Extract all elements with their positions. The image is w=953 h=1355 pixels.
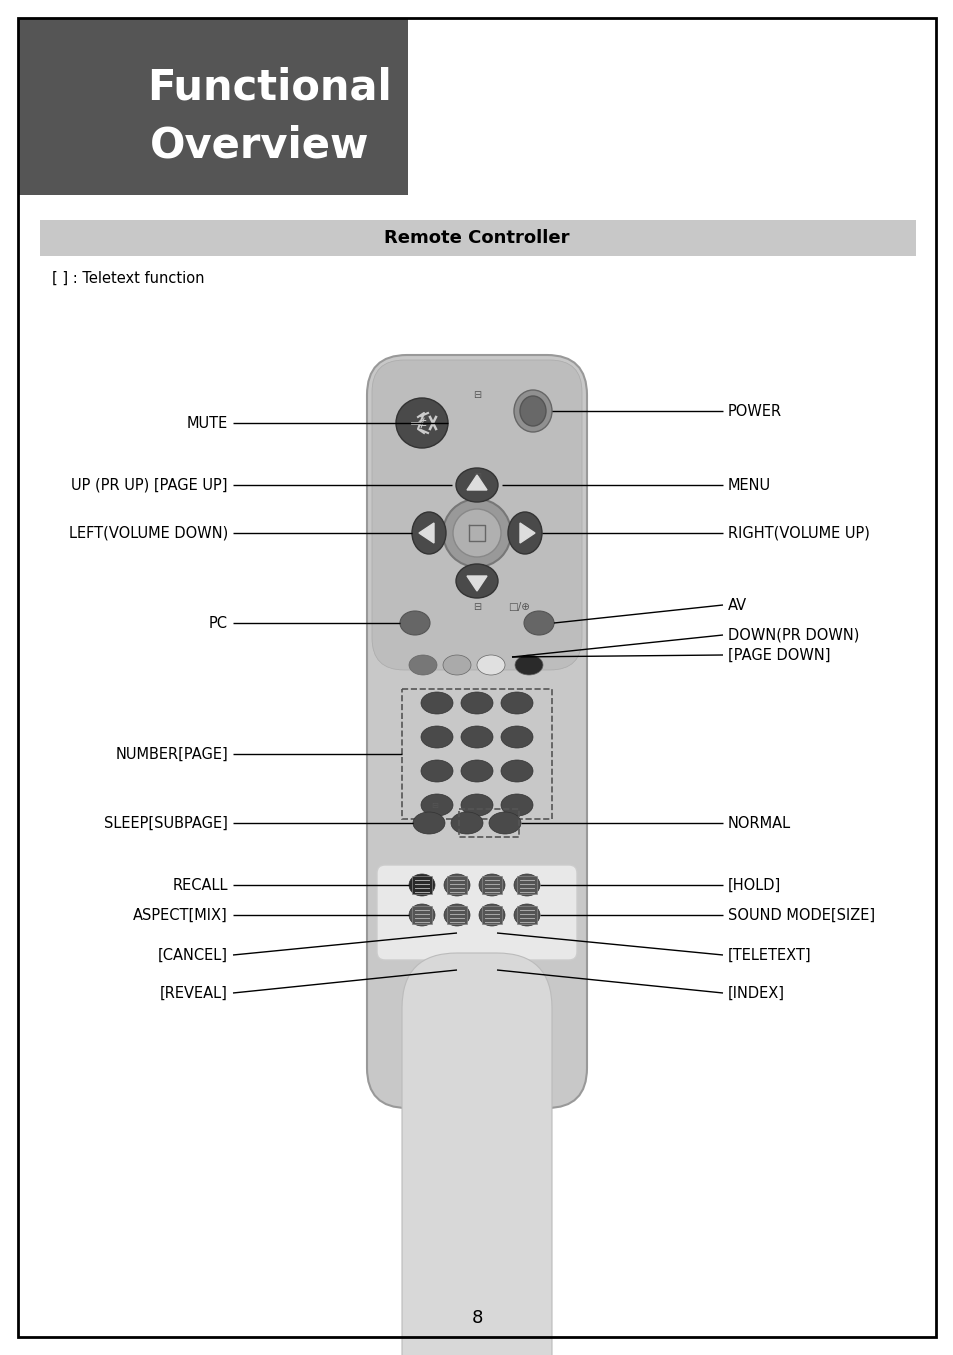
Text: ASPECT[MIX]: ASPECT[MIX]: [133, 908, 228, 923]
Text: [PAGE DOWN]: [PAGE DOWN]: [727, 648, 830, 663]
Ellipse shape: [460, 726, 493, 748]
FancyBboxPatch shape: [372, 360, 581, 669]
Ellipse shape: [442, 499, 511, 566]
Ellipse shape: [478, 874, 504, 896]
Ellipse shape: [456, 467, 497, 501]
Ellipse shape: [443, 904, 470, 925]
Bar: [517, 875, 537, 894]
Text: AV: AV: [727, 598, 746, 612]
Text: NUMBER[PAGE]: NUMBER[PAGE]: [115, 747, 228, 762]
Text: ⊟: ⊟: [473, 602, 480, 612]
Text: MUTE: MUTE: [187, 416, 228, 431]
Text: NORMAL: NORMAL: [727, 816, 790, 831]
Text: POWER: POWER: [727, 404, 781, 419]
Ellipse shape: [478, 904, 504, 925]
Text: MENU: MENU: [727, 477, 770, 492]
Text: UP (PR UP) [PAGE UP]: UP (PR UP) [PAGE UP]: [71, 477, 228, 492]
Text: LEFT(VOLUME DOWN): LEFT(VOLUME DOWN): [69, 526, 228, 541]
Ellipse shape: [460, 760, 493, 782]
Text: [REVEAL]: [REVEAL]: [160, 985, 228, 1000]
Ellipse shape: [453, 509, 500, 557]
Ellipse shape: [443, 874, 470, 896]
Ellipse shape: [460, 794, 493, 816]
Ellipse shape: [409, 654, 436, 675]
Text: 8: 8: [471, 1309, 482, 1327]
Text: RIGHT(VOLUME UP): RIGHT(VOLUME UP): [727, 526, 869, 541]
Ellipse shape: [515, 654, 542, 675]
Ellipse shape: [420, 794, 453, 816]
Text: SLEEP[SUBPAGE]: SLEEP[SUBPAGE]: [104, 816, 228, 831]
Bar: [481, 875, 501, 894]
Polygon shape: [519, 523, 535, 543]
Bar: [481, 906, 501, 924]
Ellipse shape: [500, 726, 533, 748]
FancyBboxPatch shape: [367, 355, 586, 1108]
Polygon shape: [467, 476, 486, 491]
Bar: [18, 18, 408, 195]
Bar: [412, 906, 432, 924]
Bar: [458, 809, 518, 837]
FancyBboxPatch shape: [401, 953, 552, 1355]
Ellipse shape: [442, 654, 471, 675]
Bar: [412, 875, 432, 894]
Ellipse shape: [395, 398, 448, 449]
Bar: [517, 906, 537, 924]
Ellipse shape: [500, 794, 533, 816]
Ellipse shape: [523, 611, 554, 635]
Text: RECALL: RECALL: [172, 878, 228, 893]
Text: SOUND MODE[SIZE]: SOUND MODE[SIZE]: [727, 908, 874, 923]
Text: □/⊕: □/⊕: [507, 602, 530, 612]
Ellipse shape: [420, 726, 453, 748]
Bar: [447, 875, 467, 894]
Polygon shape: [467, 576, 486, 591]
FancyBboxPatch shape: [376, 864, 577, 959]
Ellipse shape: [451, 812, 482, 833]
Bar: [40, 220, 915, 256]
Ellipse shape: [519, 396, 545, 425]
Ellipse shape: [460, 692, 493, 714]
Text: ⊟: ⊟: [473, 390, 480, 400]
Ellipse shape: [500, 760, 533, 782]
Text: Overview: Overview: [150, 125, 370, 167]
Ellipse shape: [514, 874, 539, 896]
Ellipse shape: [500, 692, 533, 714]
Ellipse shape: [489, 812, 520, 833]
Text: PC: PC: [209, 615, 228, 630]
Text: ⊟: ⊟: [473, 472, 480, 482]
Text: ⊟: ⊟: [431, 801, 438, 809]
Polygon shape: [418, 523, 434, 543]
Ellipse shape: [399, 611, 430, 635]
Text: ⊄: ⊄: [416, 416, 427, 430]
Text: [INDEX]: [INDEX]: [727, 985, 784, 1000]
Ellipse shape: [409, 904, 435, 925]
Ellipse shape: [456, 564, 497, 598]
Text: [ ] : Teletext function: [ ] : Teletext function: [52, 271, 204, 286]
Ellipse shape: [420, 760, 453, 782]
Ellipse shape: [514, 904, 539, 925]
Ellipse shape: [413, 812, 444, 833]
Bar: [447, 906, 467, 924]
Text: [CANCEL]: [CANCEL]: [158, 947, 228, 962]
Ellipse shape: [476, 654, 504, 675]
Ellipse shape: [412, 512, 446, 554]
Ellipse shape: [420, 692, 453, 714]
Ellipse shape: [409, 874, 435, 896]
Text: Remote Controller: Remote Controller: [384, 229, 569, 247]
Bar: [401, 688, 552, 818]
Text: DOWN(PR DOWN): DOWN(PR DOWN): [727, 627, 859, 642]
Text: Functional: Functional: [148, 66, 392, 108]
Ellipse shape: [514, 390, 552, 432]
Text: [HOLD]: [HOLD]: [727, 878, 781, 893]
Ellipse shape: [507, 512, 541, 554]
Text: [TELETEXT]: [TELETEXT]: [727, 947, 811, 962]
